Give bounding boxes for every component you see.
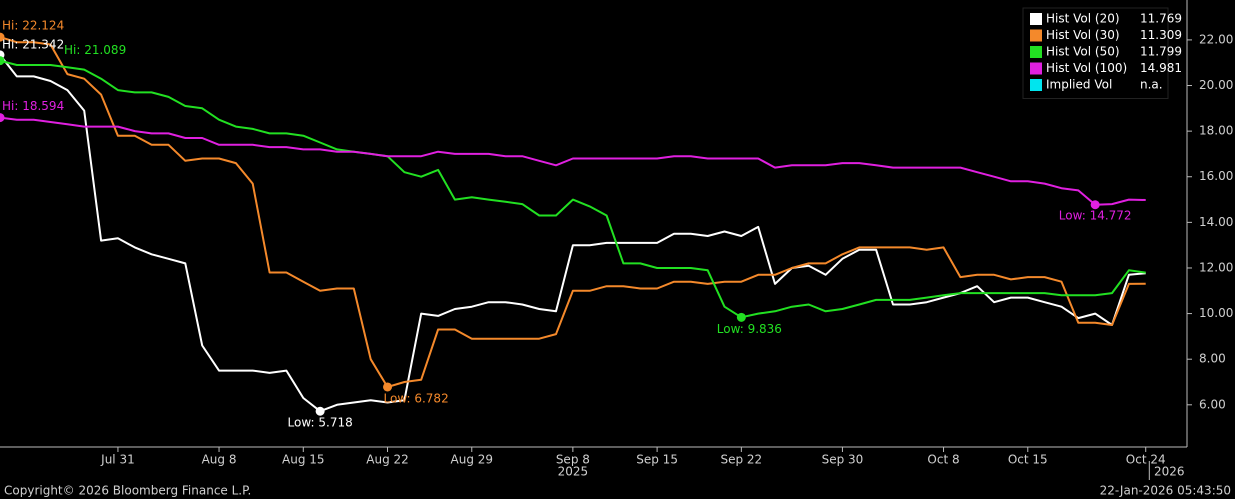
annotation-dot xyxy=(0,113,5,123)
annotation-dot xyxy=(736,312,746,322)
legend-value: 11.799 xyxy=(1140,45,1182,59)
legend-box xyxy=(1022,7,1169,99)
annotation-label: Hi: 18.594 xyxy=(2,99,64,113)
x-tick-label: Aug 15 xyxy=(282,453,325,467)
annotation-label: Low: 14.772 xyxy=(1059,208,1132,222)
legend-value: n.a. xyxy=(1140,78,1163,92)
annotation-label: Hi: 21.342 xyxy=(2,37,64,51)
annotation-label: Hi: 21.089 xyxy=(64,43,126,57)
legend-name: Hist Vol (50) xyxy=(1046,45,1120,59)
legend-value: 11.309 xyxy=(1140,28,1182,42)
series-line xyxy=(0,116,1146,206)
y-tick-label: 6.00 xyxy=(1199,397,1226,411)
legend-swatch xyxy=(1030,13,1042,25)
x-tick-label: Oct 8 xyxy=(927,453,959,467)
annotation-dot xyxy=(315,406,325,416)
y-tick-label: 8.00 xyxy=(1199,352,1226,366)
legend-swatch xyxy=(1030,79,1042,91)
legend-name: Implied Vol xyxy=(1046,78,1112,92)
legend-name: Hist Vol (30) xyxy=(1046,28,1120,42)
x-tick-label: Aug 29 xyxy=(451,453,494,467)
legend-name: Hist Vol (100) xyxy=(1046,61,1127,75)
x-tick-label: Sep 8 xyxy=(556,453,590,467)
year-label: 2026 xyxy=(1154,465,1185,479)
legend-value: 11.769 xyxy=(1140,12,1182,26)
x-tick-label: Sep 15 xyxy=(636,453,678,467)
legend-swatch xyxy=(1030,62,1042,75)
legend-swatch xyxy=(1030,46,1042,58)
y-tick-label: 18.00 xyxy=(1199,124,1233,138)
annotation-dot xyxy=(0,32,5,42)
annotation-label: Low: 5.718 xyxy=(288,416,353,430)
footer-copyright: Copyright© 2026 Bloomberg Finance L.P. xyxy=(4,484,251,498)
year-label: 2025 xyxy=(558,465,589,479)
annotation-dot xyxy=(383,382,393,392)
annotation-dot xyxy=(0,56,5,66)
annotation-label: Low: 6.782 xyxy=(384,391,449,405)
y-tick-label: 16.00 xyxy=(1199,169,1233,183)
x-tick-label: Oct 15 xyxy=(1008,453,1048,467)
y-tick-label: 20.00 xyxy=(1199,78,1233,92)
x-tick-label: Jul 31 xyxy=(100,453,135,467)
legend-value: 14.981 xyxy=(1140,61,1182,75)
x-tick-label: Sep 30 xyxy=(822,453,864,467)
series-line xyxy=(0,36,1146,388)
x-tick-label: Aug 8 xyxy=(202,453,237,467)
x-tick-label: Oct 24 xyxy=(1126,453,1166,467)
x-tick-label: Aug 22 xyxy=(366,453,409,467)
series-line xyxy=(0,59,1146,319)
annotation-dot xyxy=(1090,200,1100,210)
x-tick-label: Sep 22 xyxy=(720,453,762,467)
y-tick-label: 14.00 xyxy=(1199,215,1233,229)
annotation-label: Hi: 22.124 xyxy=(2,19,64,33)
footer-timestamp: 22-Jan-2026 05:43:50 xyxy=(1100,484,1231,498)
y-tick-label: 12.00 xyxy=(1199,260,1233,274)
annotation-label: Low: 9.836 xyxy=(717,322,782,336)
y-tick-label: 10.00 xyxy=(1199,306,1233,320)
legend-name: Hist Vol (20) xyxy=(1046,12,1120,26)
y-tick-label: 22.00 xyxy=(1199,32,1233,46)
legend-swatch xyxy=(1030,29,1042,42)
